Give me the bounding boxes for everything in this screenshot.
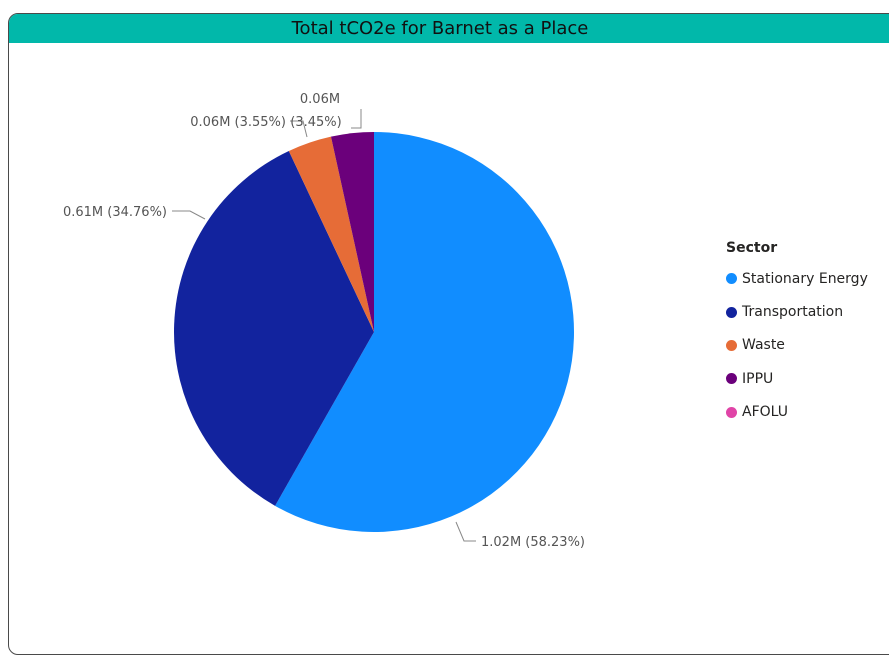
legend-item-transportation[interactable]: Transportation <box>726 295 868 328</box>
chart-legend: Sector Stationary Energy Transportation … <box>726 240 868 429</box>
legend-label: Waste <box>742 337 785 354</box>
data-labels: 1.02M (58.23%) 0.61M (34.76%) 0.06M (3.5… <box>63 92 585 550</box>
data-label-ippu-value: 0.06M <box>300 92 340 107</box>
legend-item-waste[interactable]: Waste <box>726 329 868 362</box>
legend-item-ippu[interactable]: IPPU <box>726 362 868 395</box>
legend-marker <box>726 273 737 285</box>
chart-title: Total tCO2e for Barnet as a Place <box>291 18 589 39</box>
leader-line-stationary-energy <box>455 521 476 542</box>
legend-item-afolu[interactable]: AFOLU <box>726 396 868 429</box>
legend-marker <box>726 306 737 318</box>
legend-marker <box>726 339 737 351</box>
legend-label: AFOLU <box>742 404 788 421</box>
legend-label: Transportation <box>742 304 844 321</box>
data-label-ippu-percent: (3.45%) <box>290 115 341 130</box>
leader-line-transportation <box>172 210 206 220</box>
leader-line-ippu <box>351 109 362 129</box>
legend-marker <box>726 373 737 385</box>
pie-slice-ippu[interactable] <box>330 132 374 332</box>
legend-label: Stationary Energy <box>742 270 868 287</box>
pie-slice-transportation[interactable] <box>174 151 374 506</box>
legend-label: IPPU <box>742 370 774 387</box>
pie-slice-waste[interactable] <box>288 136 374 332</box>
chart-title-bar: Total tCO2e for Barnet as a Place <box>9 14 889 43</box>
legend-title: Sector <box>726 240 778 256</box>
data-label-waste: 0.06M (3.55%) <box>190 115 286 130</box>
pie-slice-stationary-energy[interactable] <box>275 132 575 532</box>
data-label-transportation: 0.61M (34.76%) <box>63 205 167 220</box>
legend-item-stationary-energy[interactable]: Stationary Energy <box>726 262 868 295</box>
pie-chart: 1.02M (58.23%) 0.61M (34.76%) 0.06M (3.5… <box>63 92 585 550</box>
label-leader-lines <box>172 109 476 542</box>
legend-marker <box>726 406 737 418</box>
data-label-stationary-energy: 1.02M (58.23%) <box>481 535 585 550</box>
leader-line-waste <box>290 120 308 138</box>
pie-slices <box>174 132 575 532</box>
